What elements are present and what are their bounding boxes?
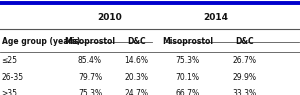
Text: 33.3%: 33.3% <box>232 89 256 95</box>
Text: 2014: 2014 <box>203 13 229 22</box>
Text: ≤25: ≤25 <box>2 56 17 65</box>
Text: 26.7%: 26.7% <box>232 56 256 65</box>
Text: 14.6%: 14.6% <box>124 56 148 65</box>
Text: 70.1%: 70.1% <box>176 73 200 82</box>
Text: 20.3%: 20.3% <box>124 73 148 82</box>
Text: 24.7%: 24.7% <box>124 89 148 95</box>
Text: 2010: 2010 <box>97 13 122 22</box>
Text: 79.7%: 79.7% <box>78 73 102 82</box>
Text: 29.9%: 29.9% <box>232 73 256 82</box>
Text: D&C: D&C <box>235 37 254 46</box>
Text: D&C: D&C <box>127 37 146 46</box>
Text: Misoprostol: Misoprostol <box>162 37 213 46</box>
Text: 75.3%: 75.3% <box>176 56 200 65</box>
Text: 26-35: 26-35 <box>2 73 24 82</box>
Text: Age group (years): Age group (years) <box>2 37 80 46</box>
Text: >35: >35 <box>2 89 17 95</box>
Text: 66.7%: 66.7% <box>176 89 200 95</box>
Text: 75.3%: 75.3% <box>78 89 102 95</box>
Text: Misoprostol: Misoprostol <box>64 37 116 46</box>
Text: 85.4%: 85.4% <box>78 56 102 65</box>
